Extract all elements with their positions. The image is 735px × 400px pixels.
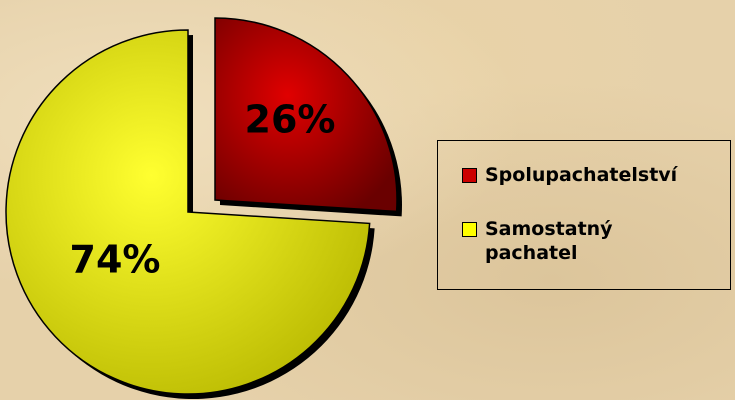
legend-item: Spolupachatelství	[462, 163, 720, 187]
legend-item: Samostatný pachatel	[462, 217, 720, 265]
legend: Spolupachatelství Samostatný pachatel	[437, 140, 731, 290]
legend-swatch	[462, 222, 477, 237]
data-label: 74%	[70, 238, 161, 282]
slice	[214, 17, 398, 213]
legend-swatch	[462, 168, 477, 183]
legend-label: Spolupachatelství	[485, 164, 678, 186]
data-label: 26%	[245, 98, 336, 142]
legend-label: Samostatný pachatel	[485, 218, 613, 264]
slice	[5, 29, 371, 395]
